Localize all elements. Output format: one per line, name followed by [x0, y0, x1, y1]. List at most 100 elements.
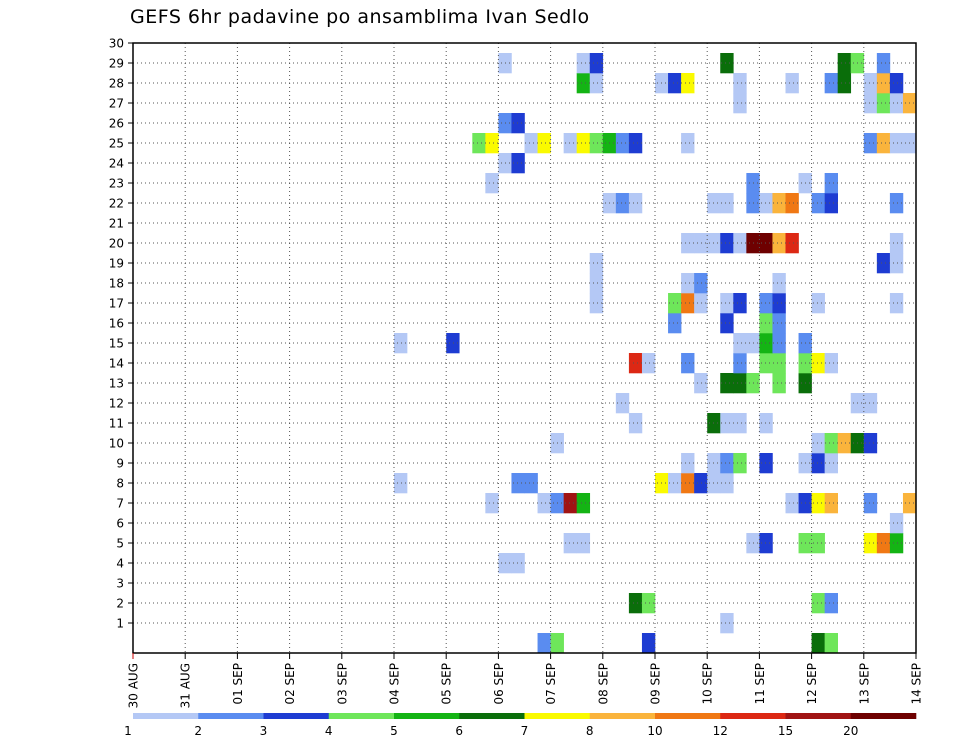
heatmap-cell — [876, 253, 891, 274]
heatmap-cell — [863, 493, 878, 514]
heatmap-cell — [576, 493, 591, 514]
heatmap-cell — [589, 253, 604, 274]
heatmap-cell — [759, 193, 773, 214]
heatmap-cell — [720, 453, 734, 474]
legend-label: 20 — [843, 724, 858, 738]
heatmap-cell — [733, 413, 747, 434]
heatmap-cell — [889, 533, 904, 554]
y-tick-label: 1 — [116, 617, 124, 631]
heatmap-cell — [785, 193, 799, 214]
heatmap-cell — [759, 533, 773, 554]
heatmap-cell — [537, 133, 551, 154]
heatmap-cell — [876, 93, 891, 114]
y-tick-label: 11 — [109, 417, 124, 431]
y-tick-label: 23 — [109, 177, 124, 191]
heatmap-cell — [811, 293, 825, 314]
y-tick-label: 18 — [109, 277, 124, 291]
heatmap-cell — [681, 453, 695, 474]
heatmap-cell — [720, 473, 734, 494]
heatmap-cell — [511, 113, 525, 134]
heatmap-cell — [785, 493, 799, 514]
heatmap-cell — [668, 473, 682, 494]
heatmap-cell — [824, 73, 838, 94]
heatmap-cell — [394, 333, 408, 354]
heatmap-cell — [889, 193, 904, 214]
heatmap-cell — [720, 413, 734, 434]
heatmap-cell — [537, 633, 551, 654]
heatmap-cell — [563, 493, 577, 514]
legend-label: 8 — [586, 724, 594, 738]
heatmap-cell — [785, 233, 799, 254]
heatmap-cell — [615, 193, 630, 214]
heatmap-cell — [628, 413, 643, 434]
y-tick-label: 30 — [109, 37, 124, 51]
heatmap-cell — [759, 333, 773, 354]
heatmap-cell — [628, 193, 643, 214]
y-tick-label: 15 — [109, 337, 124, 351]
heatmap-cell — [720, 613, 734, 634]
heatmap-cell — [681, 133, 695, 154]
x-tick-label: 10 SEP — [701, 663, 715, 705]
heatmap-cell — [576, 133, 591, 154]
heatmap-cell — [759, 453, 773, 474]
heatmap-cell — [824, 493, 838, 514]
heatmap-cell — [863, 533, 878, 554]
x-tick-label: 09 SEP — [649, 663, 663, 705]
heatmap-cell — [681, 293, 695, 314]
legend-swatch — [720, 713, 786, 719]
heatmap-cell — [733, 353, 747, 374]
legend-swatch — [263, 713, 330, 719]
legend-swatch — [198, 713, 264, 719]
heatmap-cell — [668, 293, 682, 314]
heatmap-cell — [733, 73, 747, 94]
legend-label: 3 — [260, 724, 268, 738]
heatmap-cell — [681, 353, 695, 374]
heatmap-cell — [824, 193, 838, 214]
legend-swatch — [524, 713, 591, 719]
y-tick-label: 9 — [116, 457, 124, 471]
heatmap-cell — [511, 153, 525, 174]
heatmap-cell — [811, 533, 825, 554]
heatmap-cell — [720, 193, 734, 214]
heatmap-cell — [576, 533, 591, 554]
heatmap-cell — [394, 473, 408, 494]
heatmap-cell — [694, 273, 708, 294]
legend-label: 4 — [325, 724, 333, 738]
y-tick-label: 26 — [109, 117, 124, 131]
heatmap-cell — [889, 513, 904, 534]
x-tick-label: 05 SEP — [440, 663, 454, 705]
y-tick-label: 8 — [116, 477, 124, 491]
heatmap-cell — [889, 93, 904, 114]
legend-swatch — [785, 713, 852, 719]
heatmap-cell — [720, 373, 734, 394]
plot-frame — [132, 42, 917, 654]
heatmap-cell — [485, 173, 499, 194]
heatmap-cell — [889, 73, 904, 94]
heatmap-cell — [563, 133, 577, 154]
heatmap-cell — [694, 233, 708, 254]
legend-label: 5 — [390, 724, 398, 738]
y-axis: 1234567891011121314151617181920212223242… — [109, 37, 133, 631]
heatmap-cell — [772, 313, 786, 334]
heatmap-cell — [681, 73, 695, 94]
heatmap-cell — [824, 433, 838, 454]
heatmap-cell — [811, 593, 825, 614]
heatmap-cell — [589, 293, 604, 314]
heatmap-cell — [576, 73, 591, 94]
heatmap-cell — [876, 133, 891, 154]
x-tick-label: 04 SEP — [388, 663, 402, 705]
heatmap-cell — [615, 133, 630, 154]
heatmap-cell — [824, 353, 838, 374]
heatmap-cell — [824, 453, 838, 474]
legend-label: 15 — [778, 724, 793, 738]
heatmap-cell — [733, 333, 747, 354]
y-tick-label: 19 — [109, 257, 124, 271]
heatmap-cell — [811, 353, 825, 374]
heatmap-cell — [524, 473, 538, 494]
heatmap-cell — [889, 293, 904, 314]
heatmap-cell — [720, 233, 734, 254]
y-tick-label: 7 — [116, 497, 124, 511]
heatmap-cell — [485, 133, 499, 154]
heatmap-cell — [811, 433, 825, 454]
heatmap-cell — [759, 413, 773, 434]
